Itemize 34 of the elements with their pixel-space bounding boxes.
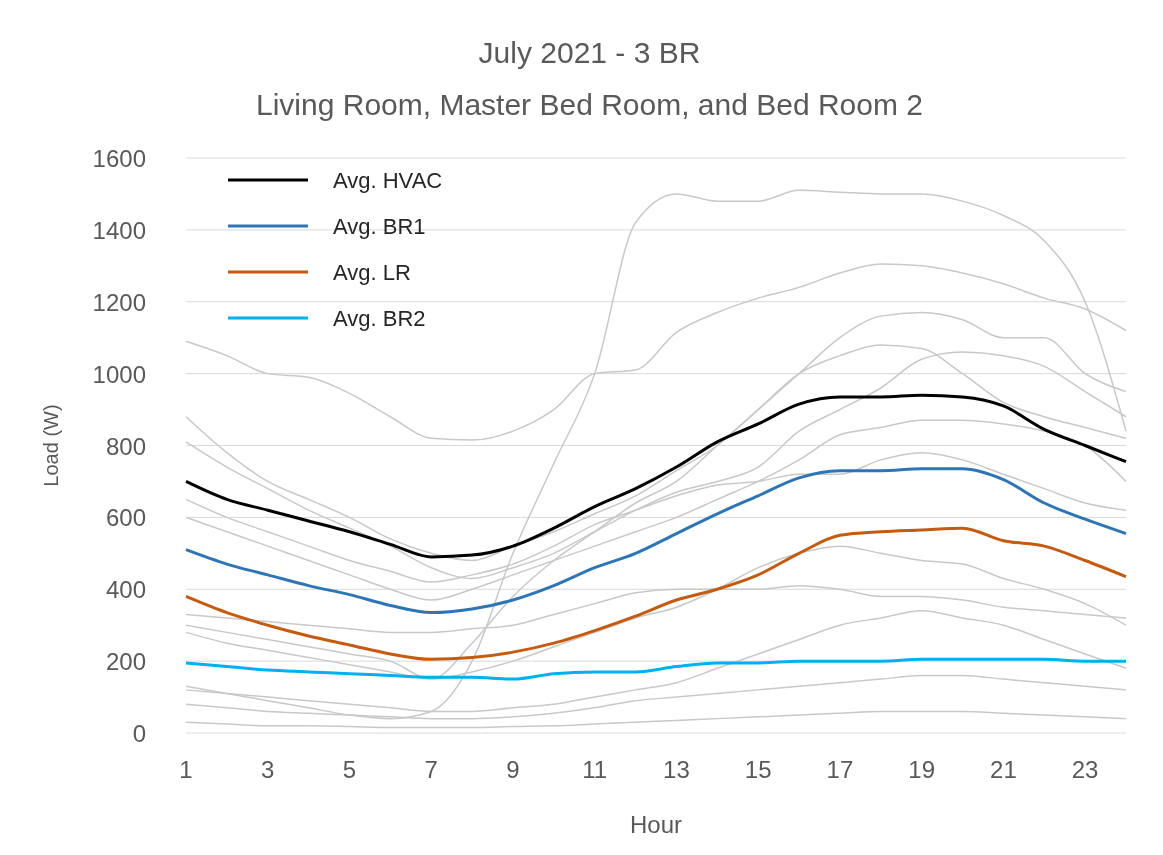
x-tick-label: 11: [582, 756, 608, 783]
legend-label: Avg. BR2: [333, 306, 426, 331]
chart-subtitle: Living Room, Master Bed Room, and Bed Room 2: [256, 88, 923, 121]
y-axis-title: Load (W): [40, 404, 62, 487]
line-series: [184, 467, 1128, 615]
legend-label: Avg. HVAC: [333, 168, 443, 193]
y-tick-label: 1600: [92, 145, 146, 172]
legend-label: Avg. BR1: [333, 214, 426, 239]
x-tick-label: 19: [908, 756, 935, 783]
x-tick-label: 5: [342, 756, 357, 783]
chart-title: July 2021 - 3 BR: [478, 36, 701, 69]
line-series: [185, 710, 1127, 729]
x-tick-label: 7: [424, 756, 438, 783]
y-tick-label: 600: [105, 504, 146, 532]
x-axis-title: Hour: [629, 811, 683, 838]
y-tick-label: 800: [105, 432, 146, 460]
line-series: [184, 393, 1128, 559]
x-tick-label: 13: [663, 756, 690, 783]
y-tick-label: 1200: [92, 288, 146, 316]
line-series: [184, 657, 1128, 681]
y-tick-label: 400: [105, 576, 146, 604]
legend-label: Avg. LR: [333, 260, 411, 285]
y-tick-label: 1000: [92, 360, 146, 388]
x-tick-label: 1: [179, 756, 193, 783]
x-tick-label: 9: [506, 756, 520, 783]
x-tick-label: 21: [990, 756, 1017, 783]
y-tick-label: 200: [105, 648, 146, 676]
x-tick-label: 3: [261, 756, 275, 783]
x-tick-label: 15: [744, 756, 772, 783]
x-tick-label: 23: [1071, 756, 1099, 783]
line-series: [184, 526, 1128, 661]
x-tick-label: 17: [826, 756, 854, 783]
y-tick-label: 0: [132, 720, 146, 747]
y-tick-label: 1400: [92, 216, 146, 244]
